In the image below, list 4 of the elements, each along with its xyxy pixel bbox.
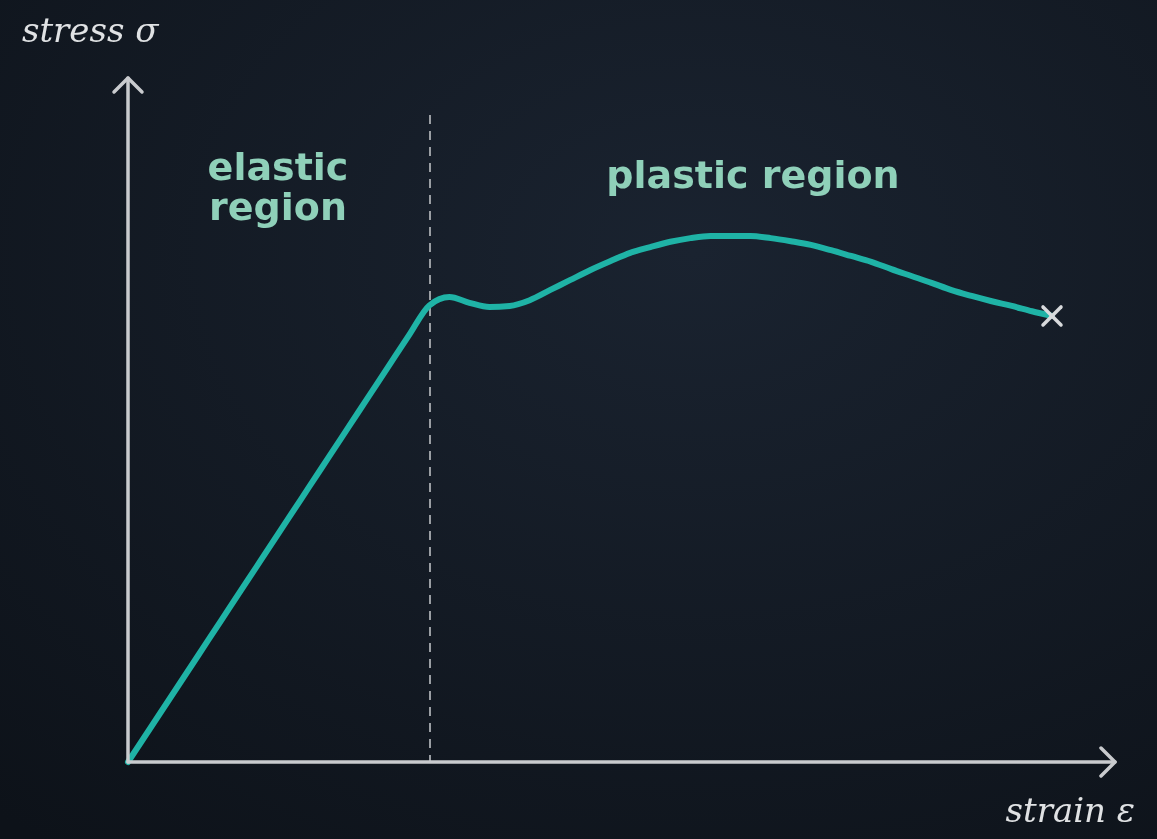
text: plastic region xyxy=(606,153,900,197)
text: elastic region xyxy=(207,145,349,229)
x-axis-title: strain ε xyxy=(1005,790,1135,830)
text: stress σ xyxy=(22,10,160,50)
